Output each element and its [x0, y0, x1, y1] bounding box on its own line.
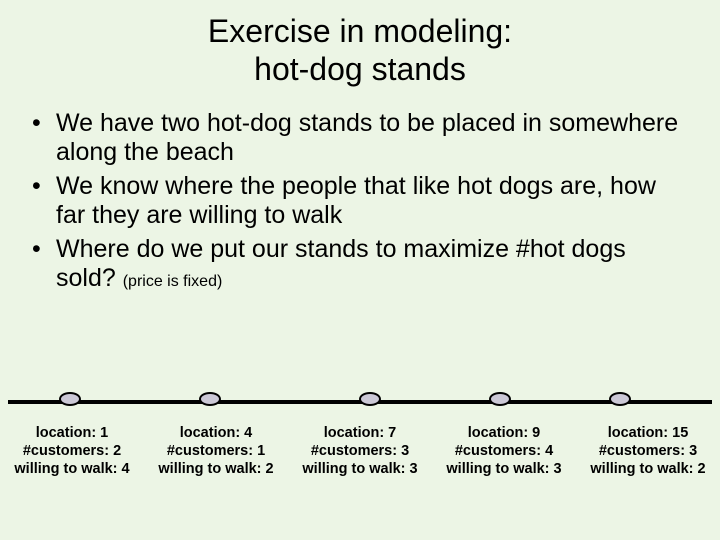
bullet-list: We have two hot-dog stands to be placed … [0, 109, 720, 294]
location-label: location: 1 #customers: 2 willing to wal… [0, 424, 144, 478]
walk-text: willing to walk: 4 [14, 461, 129, 477]
location-label: location: 9 #customers: 4 willing to wal… [432, 424, 576, 478]
bullet-item: We have two hot-dog stands to be placed … [56, 109, 690, 168]
bullet-text: We know where the people that like hot d… [56, 172, 656, 230]
loc-text: location: 1 [36, 425, 109, 441]
cust-text: #customers: 4 [455, 443, 553, 459]
walk-text: willing to walk: 3 [302, 461, 417, 477]
location-node [359, 392, 381, 406]
cust-text: #customers: 2 [23, 443, 121, 459]
location-labels-row: location: 1 #customers: 2 willing to wal… [0, 424, 720, 478]
cust-text: #customers: 3 [311, 443, 409, 459]
location-label: location: 7 #customers: 3 willing to wal… [288, 424, 432, 478]
location-label: location: 15 #customers: 3 willing to wa… [576, 424, 720, 478]
bullet-item: We know where the people that like hot d… [56, 172, 690, 231]
cust-text: #customers: 3 [599, 443, 697, 459]
location-label: location: 4 #customers: 1 willing to wal… [144, 424, 288, 478]
bullet-small-text: (price is fixed) [123, 273, 223, 290]
walk-text: willing to walk: 2 [590, 461, 705, 477]
title-line-1: Exercise in modeling: [208, 13, 512, 49]
location-node [489, 392, 511, 406]
walk-text: willing to walk: 2 [158, 461, 273, 477]
walk-text: willing to walk: 3 [446, 461, 561, 477]
cust-text: #customers: 1 [167, 443, 265, 459]
slide-title: Exercise in modeling: hot-dog stands [0, 0, 720, 109]
location-node [199, 392, 221, 406]
location-node [609, 392, 631, 406]
loc-text: location: 7 [324, 425, 397, 441]
bullet-text: We have two hot-dog stands to be placed … [56, 109, 678, 167]
location-node [59, 392, 81, 406]
loc-text: location: 15 [608, 425, 689, 441]
loc-text: location: 4 [180, 425, 253, 441]
beach-line-diagram [0, 390, 720, 420]
loc-text: location: 9 [468, 425, 541, 441]
title-line-2: hot-dog stands [254, 51, 466, 87]
bullet-item: Where do we put our stands to maximize #… [56, 235, 690, 294]
